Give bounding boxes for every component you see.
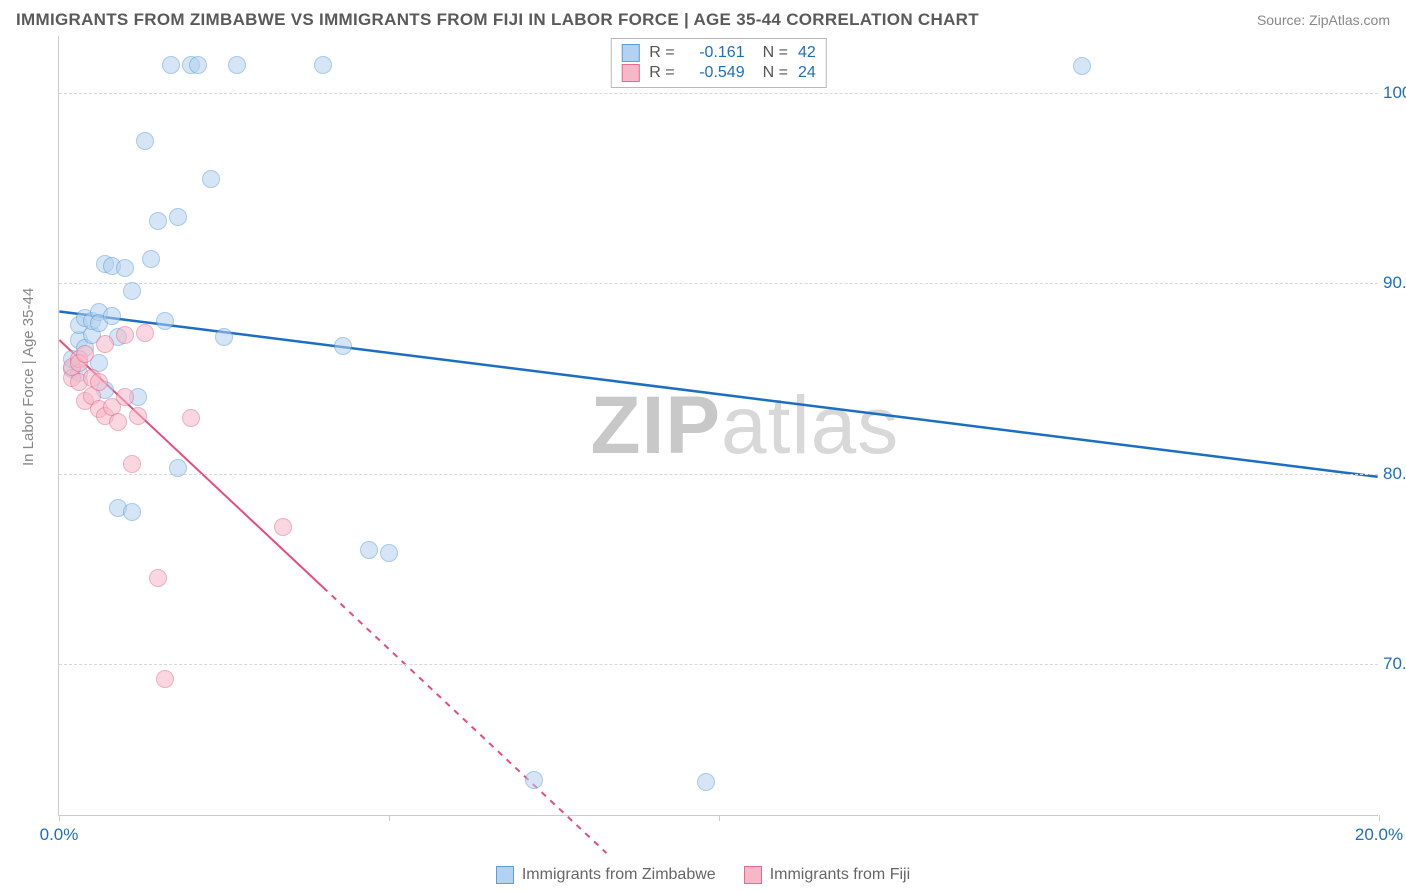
y-axis-title: In Labor Force | Age 35-44 (20, 288, 37, 466)
n-value: 24 (798, 64, 816, 82)
r-label: R = (649, 64, 674, 82)
r-label: R = (649, 44, 674, 62)
legend-swatch (621, 44, 639, 62)
scatter-point (215, 328, 233, 346)
scatter-point (274, 518, 292, 536)
scatter-point (149, 212, 167, 230)
scatter-point (334, 337, 352, 355)
scatter-point (182, 409, 200, 427)
correlation-legend: R = -0.161 N = 42 R = -0.549 N = 24 (610, 38, 826, 88)
x-tick (389, 815, 390, 821)
scatter-point (202, 170, 220, 188)
x-tick (719, 815, 720, 821)
scatter-point (314, 56, 332, 74)
series-legend-label: Immigrants from Zimbabwe (522, 866, 716, 884)
watermark-light: atlas (721, 380, 899, 471)
scatter-point (116, 388, 134, 406)
chart-wrap: In Labor Force | Age 35-44 ZIPatlas R =-… (16, 36, 1390, 816)
scatter-point (380, 544, 398, 562)
y-tick-label: 80.0% (1383, 464, 1406, 484)
scatter-point (169, 459, 187, 477)
watermark-bold: ZIP (590, 380, 721, 471)
scatter-point (116, 326, 134, 344)
gridline (59, 93, 1378, 94)
scatter-point (228, 56, 246, 74)
legend-swatch (744, 866, 762, 884)
scatter-point (142, 250, 160, 268)
scatter-point (169, 208, 187, 226)
watermark: ZIPatlas (590, 379, 899, 473)
chart-header: IMMIGRANTS FROM ZIMBABWE VS IMMIGRANTS F… (0, 0, 1406, 36)
scatter-point (103, 307, 121, 325)
scatter-point (96, 335, 114, 353)
gridline (59, 283, 1378, 284)
scatter-point (123, 503, 141, 521)
scatter-point (189, 56, 207, 74)
scatter-point (156, 312, 174, 330)
scatter-point (116, 259, 134, 277)
scatter-point (90, 373, 108, 391)
scatter-point (136, 324, 154, 342)
scatter-point (136, 132, 154, 150)
x-tick (1379, 815, 1380, 821)
x-tick (59, 815, 60, 821)
x-tick-label: 20.0% (1355, 825, 1403, 845)
legend-swatch (496, 866, 514, 884)
y-tick-label: 100.0% (1383, 83, 1406, 103)
trend-lines-layer (59, 36, 1378, 815)
scatter-point (109, 413, 127, 431)
series-legend-item: Immigrants from Zimbabwe (496, 866, 716, 884)
scatter-point (129, 407, 147, 425)
scatter-point (697, 773, 715, 791)
chart-plot-area: ZIPatlas R =-0.161N =42R =-0.549N =24 70… (58, 36, 1378, 816)
n-label: N = (763, 64, 788, 82)
series-legend-item: Immigrants from Fiji (744, 866, 910, 884)
chart-title: IMMIGRANTS FROM ZIMBABWE VS IMMIGRANTS F… (16, 10, 979, 30)
scatter-point (123, 282, 141, 300)
scatter-point (1073, 57, 1091, 75)
legend-swatch (621, 64, 639, 82)
scatter-point (360, 541, 378, 559)
gridline (59, 664, 1378, 665)
scatter-point (123, 455, 141, 473)
n-label: N = (763, 44, 788, 62)
y-tick-label: 90.0% (1383, 273, 1406, 293)
scatter-point (162, 56, 180, 74)
r-value: -0.549 (685, 64, 745, 82)
scatter-point (525, 771, 543, 789)
correlation-legend-row: R = -0.549 N = 24 (621, 63, 815, 83)
series-legend: Immigrants from Zimbabwe Immigrants from … (0, 866, 1406, 884)
gridline (59, 474, 1378, 475)
r-value: -0.161 (685, 44, 745, 62)
source-attribution: Source: ZipAtlas.com (1257, 12, 1390, 28)
scatter-point (156, 670, 174, 688)
scatter-point (76, 345, 94, 363)
x-tick-label: 0.0% (40, 825, 79, 845)
n-value: 42 (798, 44, 816, 62)
series-legend-label: Immigrants from Fiji (770, 866, 910, 884)
correlation-legend-row: R = -0.161 N = 42 (621, 43, 815, 63)
scatter-point (149, 569, 167, 587)
y-tick-label: 70.0% (1383, 654, 1406, 674)
